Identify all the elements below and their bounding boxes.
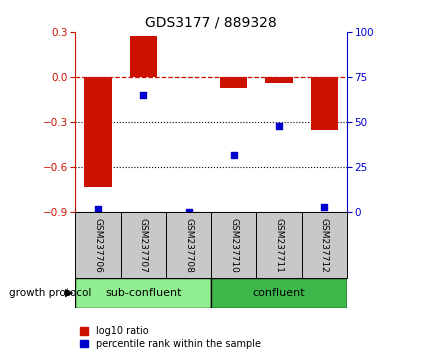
Point	[230, 152, 236, 158]
Bar	[120, 212, 166, 278]
Point	[320, 204, 327, 210]
Text: ▶: ▶	[64, 288, 73, 298]
Text: GSM237708: GSM237708	[184, 218, 193, 273]
Point	[275, 123, 282, 129]
Text: GSM237712: GSM237712	[319, 218, 328, 273]
Bar	[166, 212, 211, 278]
Bar	[301, 212, 346, 278]
Point	[185, 210, 192, 215]
Bar	[256, 212, 301, 278]
Bar	[265, 77, 292, 83]
Bar	[211, 278, 346, 308]
Text: growth protocol: growth protocol	[9, 288, 91, 298]
Text: GSM237706: GSM237706	[93, 218, 102, 273]
Text: GSM237710: GSM237710	[229, 218, 238, 273]
Bar	[75, 212, 120, 278]
Text: sub-confluent: sub-confluent	[105, 288, 181, 298]
Text: GSM237707: GSM237707	[138, 218, 147, 273]
Legend: log10 ratio, percentile rank within the sample: log10 ratio, percentile rank within the …	[80, 326, 260, 349]
Bar	[211, 212, 256, 278]
Bar	[84, 77, 111, 187]
Text: GSM237711: GSM237711	[274, 218, 283, 273]
Point	[139, 92, 146, 98]
Text: confluent: confluent	[252, 288, 305, 298]
Bar	[220, 77, 247, 87]
Title: GDS3177 / 889328: GDS3177 / 889328	[145, 15, 276, 29]
Bar	[310, 77, 337, 130]
Point	[94, 206, 101, 212]
Bar	[75, 278, 211, 308]
Bar	[129, 36, 157, 77]
